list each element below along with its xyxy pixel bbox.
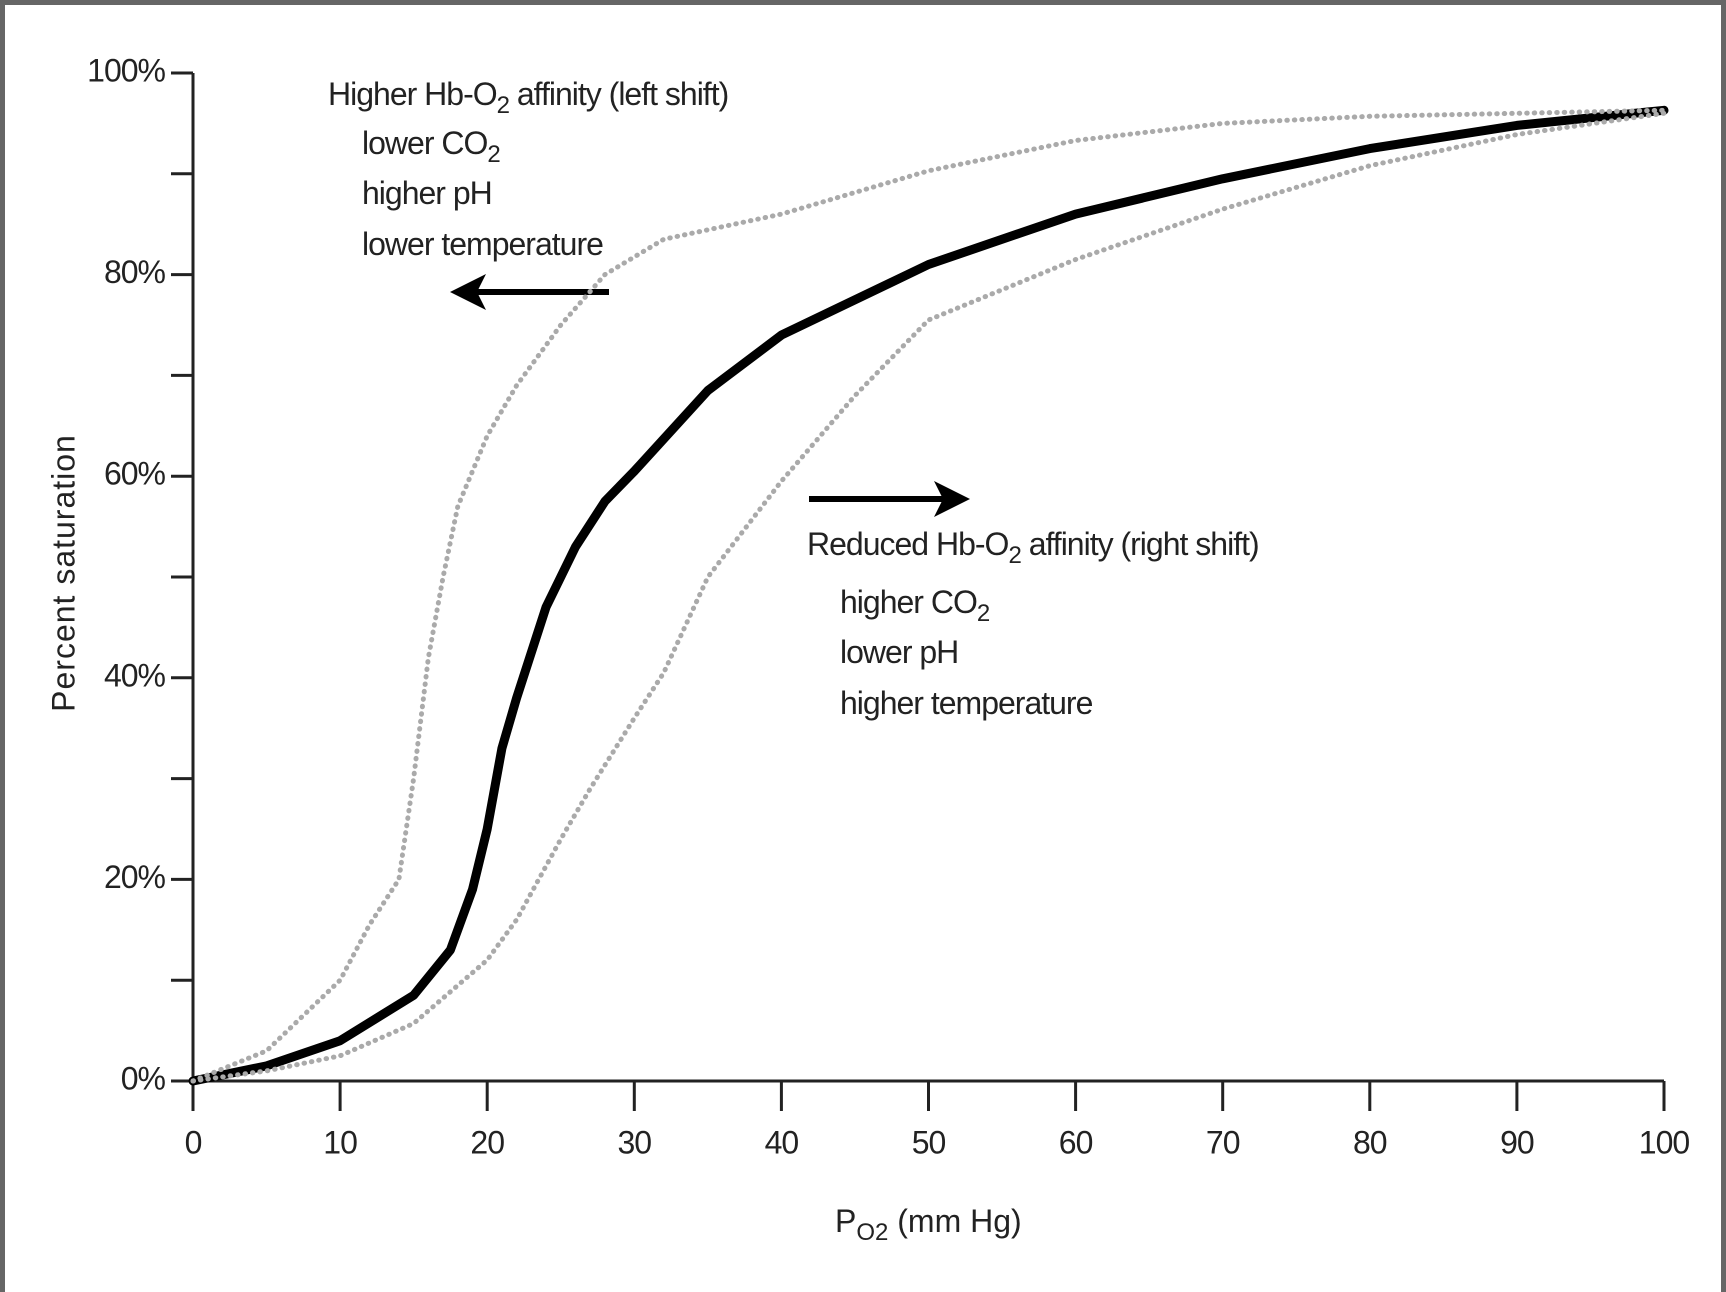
x-axis-label-text: P (835, 1203, 856, 1239)
annotation: lower temperature (362, 226, 603, 262)
annotation-subscript: 2 (497, 92, 510, 119)
shifted-curve (190, 107, 1667, 1084)
annotation-text: Reduced Hb-O (807, 526, 1009, 562)
x-tick-label: 40 (765, 1124, 799, 1160)
y-tick-label: 40% (104, 657, 166, 693)
x-tick-label: 70 (1206, 1124, 1240, 1160)
annotation-text: Higher Hb-O (328, 76, 497, 112)
annotation-text: higher CO (840, 584, 977, 620)
x-tick-label: 90 (1500, 1124, 1534, 1160)
annotation: Higher Hb-O2 affinity (left shift) (328, 76, 728, 119)
annotation-text: higher pH (362, 175, 492, 211)
annotation-subscript: 2 (1008, 542, 1021, 569)
x-tick-label: 30 (618, 1124, 652, 1160)
x-tick-label: 20 (470, 1124, 504, 1160)
x-tick-label: 0 (185, 1124, 202, 1160)
annotation-text: lower CO (362, 125, 487, 161)
x-tick-label: 80 (1353, 1124, 1387, 1160)
annotation-text: lower temperature (362, 226, 603, 262)
annotation-subscript: 2 (977, 600, 990, 627)
annotation-rest: affinity (right shift) (1021, 526, 1259, 562)
y-tick-label: 100% (87, 52, 165, 88)
annotation: higher CO2 (840, 584, 990, 627)
annotation: higher temperature (840, 685, 1093, 721)
annotation: Reduced Hb-O2 affinity (right shift) (807, 526, 1259, 569)
annotation: lower pH (840, 634, 958, 670)
x-axis-label-subscript: O2 (856, 1219, 888, 1246)
curve (188, 105, 1669, 1086)
y-tick-label: 0% (121, 1060, 166, 1096)
x-axis-label-rest: (mm Hg) (888, 1203, 1021, 1239)
annotation-text: lower pH (840, 634, 958, 670)
y-axis-label: Percent saturation (45, 434, 81, 712)
shifted-curve (190, 110, 1667, 1084)
annotation: lower CO2 (362, 125, 500, 168)
x-tick-label: 100 (1639, 1124, 1690, 1160)
x-axis-label: PO2 (mm Hg) (835, 1203, 1022, 1246)
y-tick-label: 60% (104, 456, 166, 492)
annotation-rest: affinity (left shift) (509, 76, 728, 112)
annotation-text: higher temperature (840, 685, 1093, 721)
y-tick-label: 80% (104, 254, 166, 290)
x-tick-label: 60 (1059, 1124, 1093, 1160)
annotation-subscript: 2 (487, 141, 500, 168)
x-tick-label: 10 (323, 1124, 357, 1160)
x-tick-label: 50 (912, 1124, 946, 1160)
y-tick-label: 20% (104, 859, 166, 895)
annotation: higher pH (362, 175, 492, 211)
